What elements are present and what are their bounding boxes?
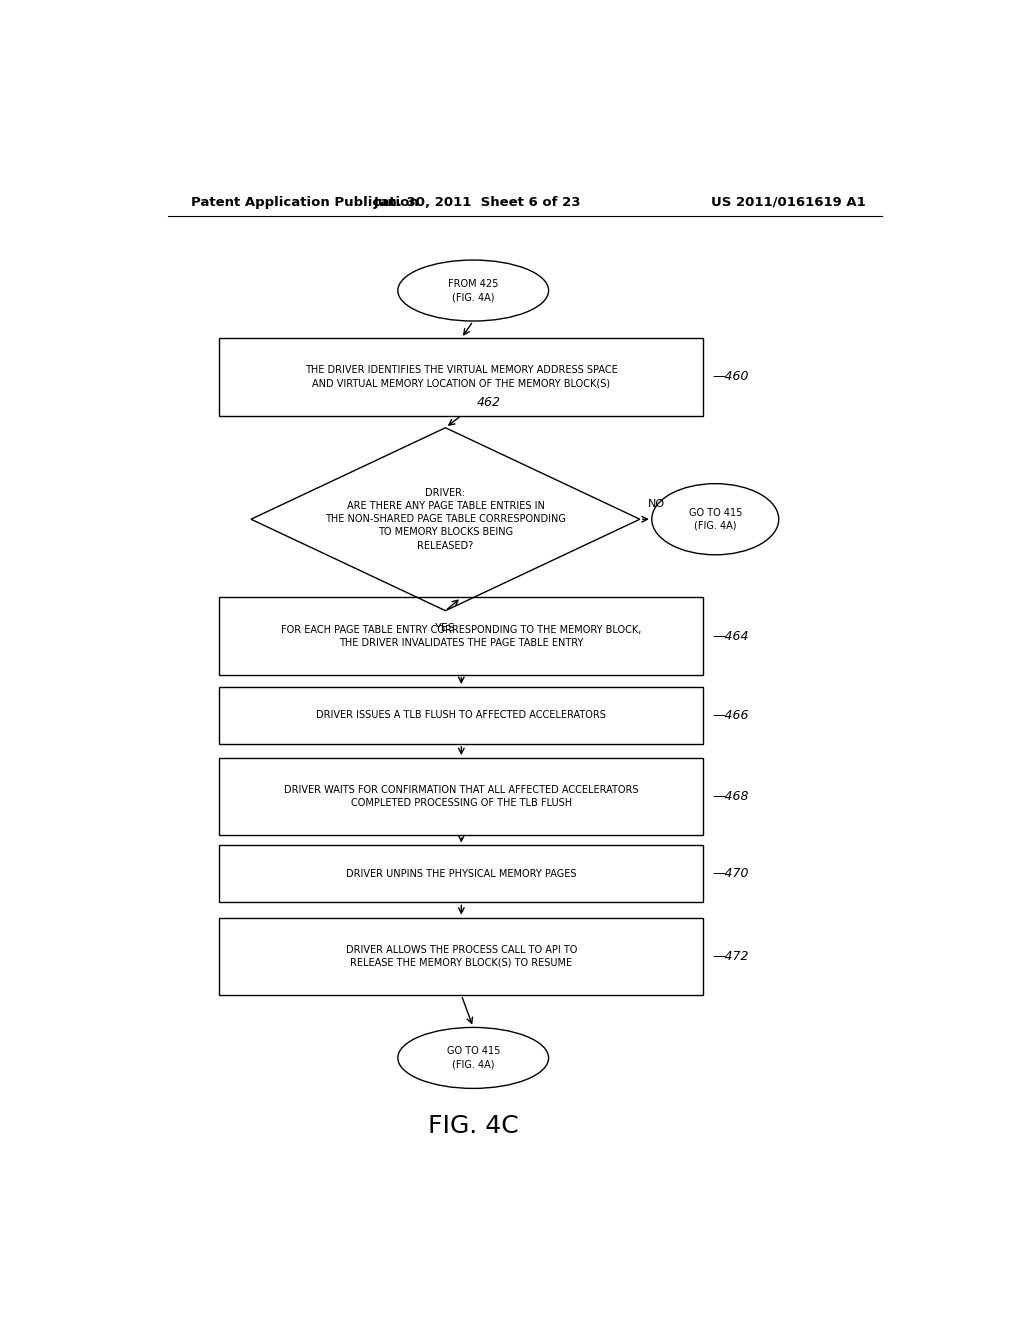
Text: US 2011/0161619 A1: US 2011/0161619 A1 [712,195,866,209]
Text: DRIVER ALLOWS THE PROCESS CALL TO API TO
RELEASE THE MEMORY BLOCK(S) TO RESUME: DRIVER ALLOWS THE PROCESS CALL TO API TO… [346,945,577,968]
Text: YES: YES [435,623,456,632]
Text: —464: —464 [713,630,750,643]
Text: DRIVER UNPINS THE PHYSICAL MEMORY PAGES: DRIVER UNPINS THE PHYSICAL MEMORY PAGES [346,869,577,879]
Bar [219,917,703,995]
Text: —466: —466 [713,709,750,722]
Bar [219,758,703,836]
Text: Jun. 30, 2011  Sheet 6 of 23: Jun. 30, 2011 Sheet 6 of 23 [374,195,581,209]
Text: FROM 425
(FIG. 4A): FROM 425 (FIG. 4A) [449,279,499,302]
Bar [219,338,703,416]
Text: GO TO 415
(FIG. 4A): GO TO 415 (FIG. 4A) [446,1047,500,1069]
Text: —472: —472 [713,950,750,962]
Bar [219,686,703,744]
Bar [219,846,703,903]
Text: —470: —470 [713,867,750,880]
Text: FIG. 4C: FIG. 4C [428,1114,518,1138]
Bar [219,598,703,675]
Text: DRIVER WAITS FOR CONFIRMATION THAT ALL AFFECTED ACCELERATORS
COMPLETED PROCESSIN: DRIVER WAITS FOR CONFIRMATION THAT ALL A… [284,785,639,808]
Text: THE DRIVER IDENTIFIES THE VIRTUAL MEMORY ADDRESS SPACE
AND VIRTUAL MEMORY LOCATI: THE DRIVER IDENTIFIES THE VIRTUAL MEMORY… [305,366,617,388]
Text: Patent Application Publication: Patent Application Publication [191,195,419,209]
Text: GO TO 415
(FIG. 4A): GO TO 415 (FIG. 4A) [688,508,742,531]
Text: FOR EACH PAGE TABLE ENTRY CORRESPONDING TO THE MEMORY BLOCK,
THE DRIVER INVALIDA: FOR EACH PAGE TABLE ENTRY CORRESPONDING … [282,624,641,648]
Text: —460: —460 [713,371,750,383]
Text: DRIVER ISSUES A TLB FLUSH TO AFFECTED ACCELERATORS: DRIVER ISSUES A TLB FLUSH TO AFFECTED AC… [316,710,606,721]
Text: —468: —468 [713,791,750,803]
Text: NO: NO [648,499,665,510]
Text: DRIVER:
ARE THERE ANY PAGE TABLE ENTRIES IN
THE NON-SHARED PAGE TABLE CORRESPOND: DRIVER: ARE THERE ANY PAGE TABLE ENTRIES… [325,488,566,550]
Text: 462: 462 [477,396,501,409]
